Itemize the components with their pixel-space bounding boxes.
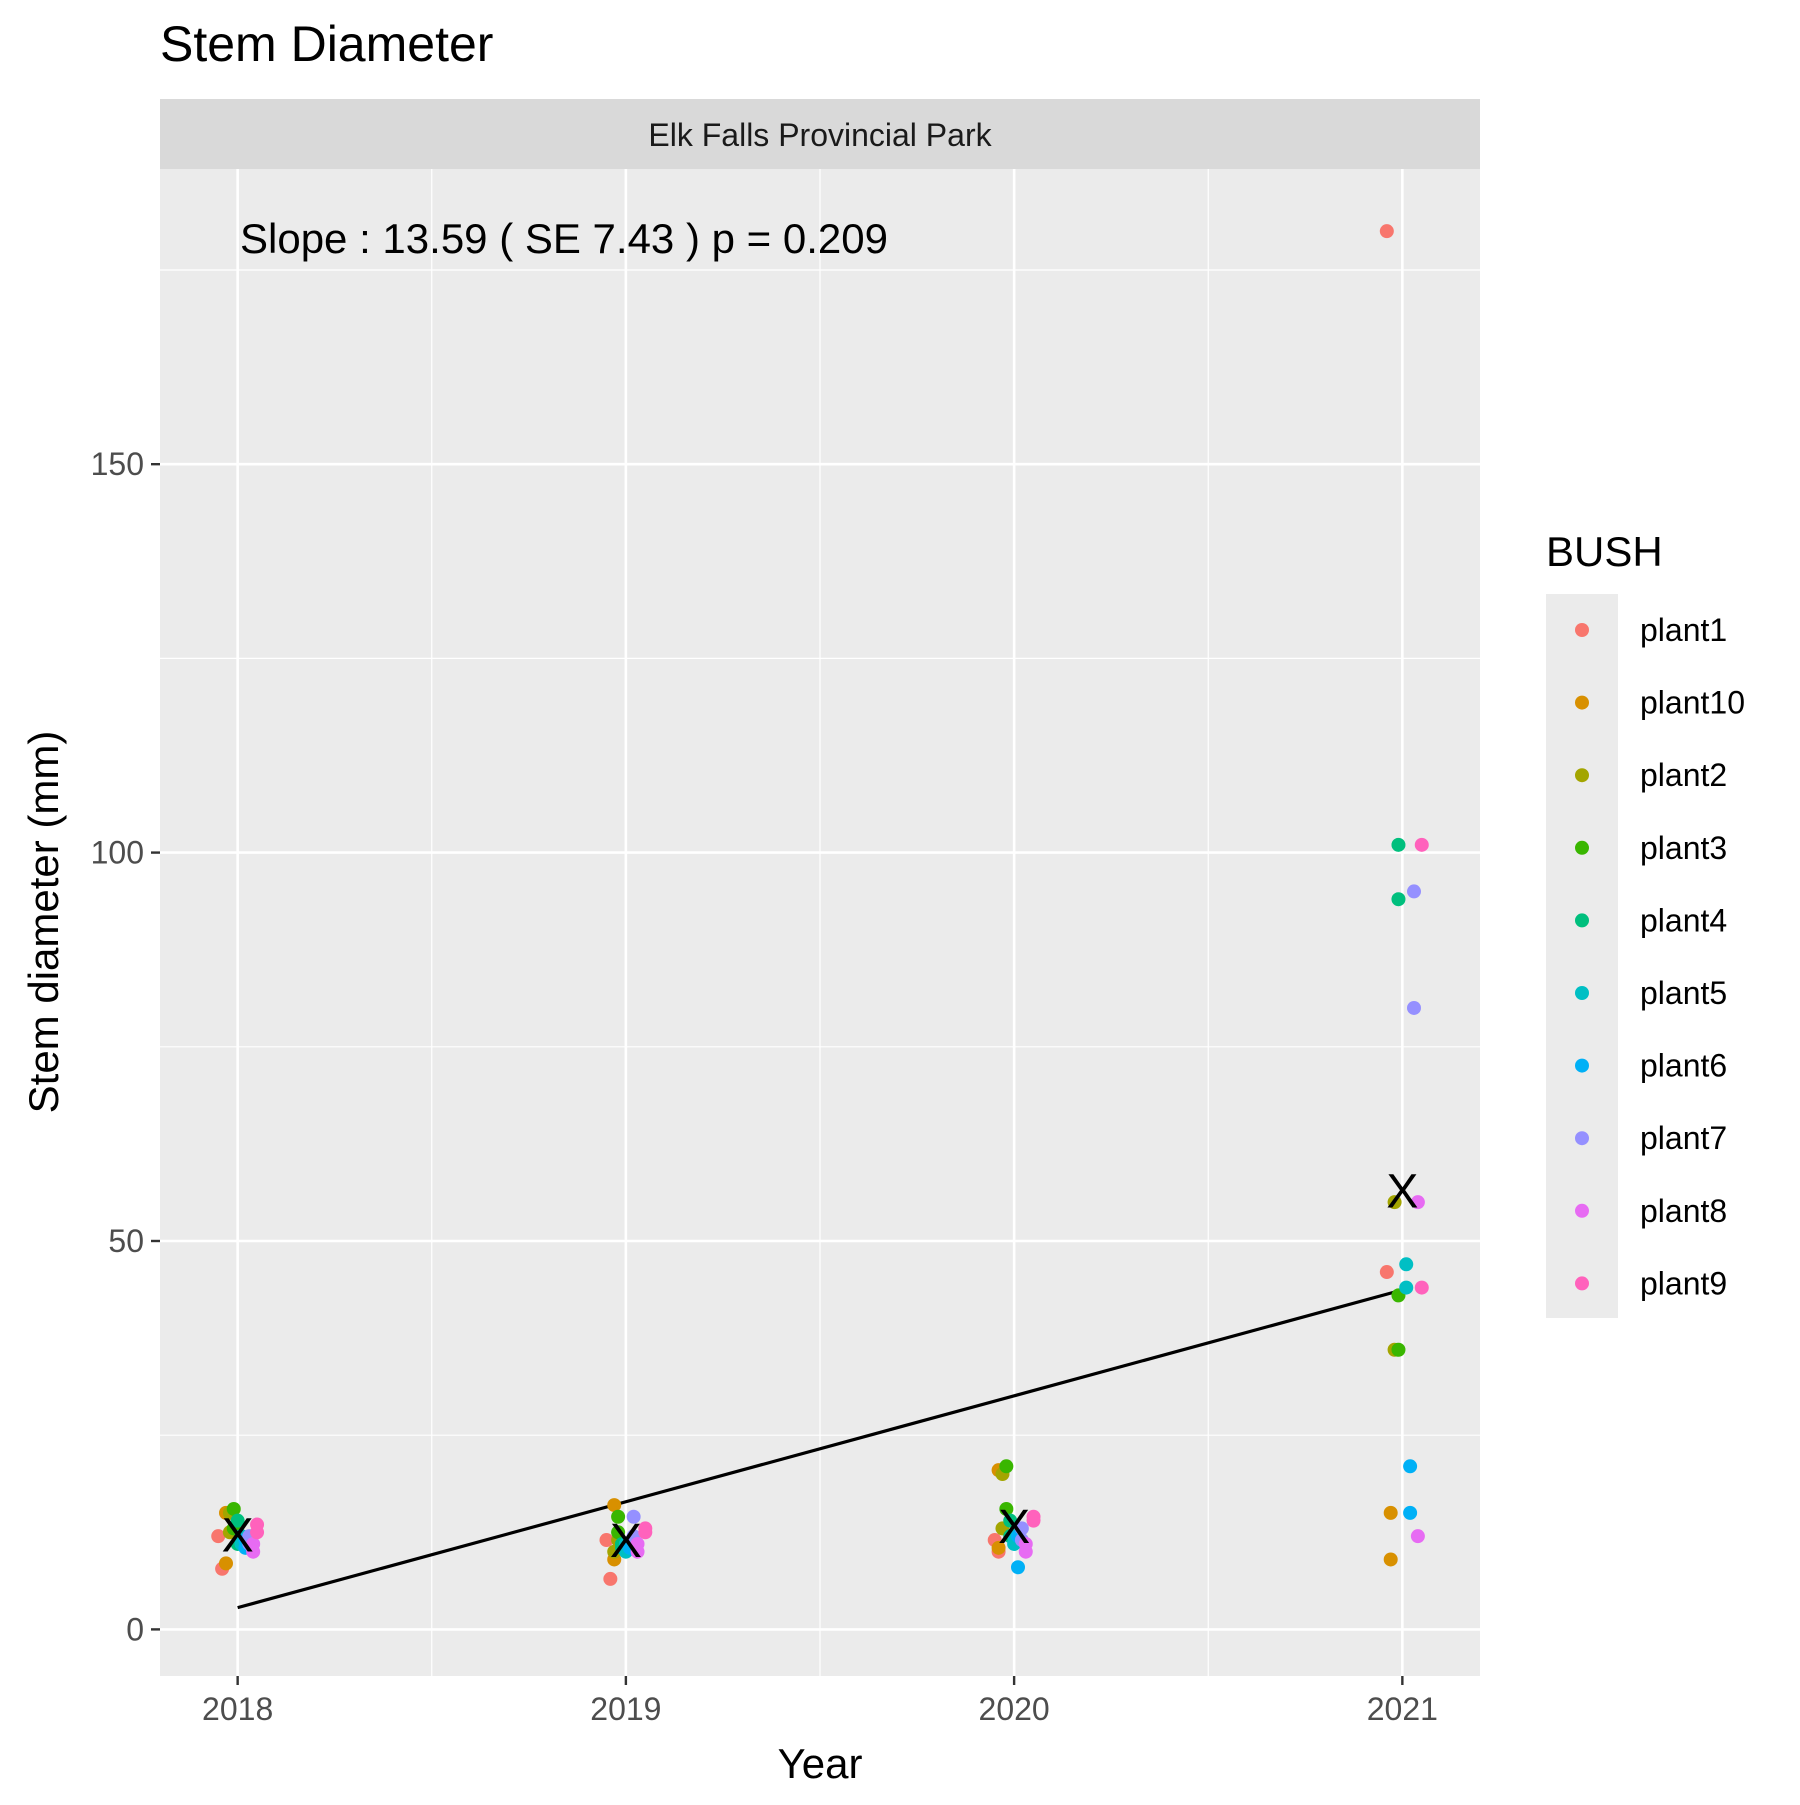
legend-key-plant4 <box>1575 913 1589 928</box>
data-point-plant1 <box>603 1571 618 1586</box>
data-point-plant4 <box>230 1513 245 1528</box>
trend-line-group <box>237 1288 1403 1610</box>
data-point-plant10 <box>219 1556 233 1571</box>
data-point-plant6 <box>1011 1560 1025 1575</box>
trend-line <box>237 1288 1403 1610</box>
legend-label-plant4: plant4 <box>1640 902 1727 938</box>
legend-key-plant7 <box>1575 1131 1589 1146</box>
data-point-plant8 <box>246 1544 261 1559</box>
data-point-plant1 <box>211 1529 226 1544</box>
data-point-plant1 <box>1379 224 1394 239</box>
data-point-plant3 <box>1391 1342 1406 1357</box>
legend-keys-background <box>1546 594 1618 1318</box>
x-tick-label: 2019 <box>590 1691 661 1727</box>
data-point-plant10 <box>991 1540 1006 1555</box>
data-point-plant8 <box>1410 1529 1425 1544</box>
mean-marker: X <box>998 1501 1030 1554</box>
facet-label: Elk Falls Provincial Park <box>648 117 992 153</box>
data-point-plant3 <box>611 1525 626 1540</box>
legend-key-plant6 <box>1575 1058 1589 1073</box>
data-point-plant8 <box>630 1544 645 1559</box>
mean-markers: X X X X <box>222 1165 1419 1568</box>
legend-key-plant8 <box>1575 1203 1589 1218</box>
data-point-plant5 <box>1399 1280 1414 1295</box>
data-point-plant6 <box>1403 1505 1418 1520</box>
data-point-plant8 <box>1018 1544 1033 1559</box>
legend-key-plant9 <box>1575 1276 1589 1291</box>
legend-label-plant5: plant5 <box>1640 975 1727 1011</box>
slope-annotation: Slope : 13.59 ( SE 7.43 ) p = 0.209 <box>240 215 888 262</box>
data-point-plant3 <box>999 1459 1014 1474</box>
legend-key-plant2 <box>1575 768 1589 783</box>
mean-marker: X <box>222 1510 254 1563</box>
data-point-plant8 <box>1410 1195 1425 1210</box>
data-point-plant1 <box>599 1533 614 1548</box>
mean-marker: X <box>1386 1165 1418 1218</box>
data-point-plant9 <box>1026 1513 1041 1528</box>
legend: plant1 plant10 plant2 plant3 plant4 plant5 pla… <box>1575 612 1745 1301</box>
data-point-plant7 <box>1407 1000 1421 1015</box>
facet-strip <box>160 99 1480 169</box>
y-tick-label: 50 <box>108 1223 144 1259</box>
legend-label-plant8: plant8 <box>1640 1193 1727 1229</box>
legend-key-plant1 <box>1575 623 1589 637</box>
data-point-plant3 <box>226 1501 241 1516</box>
data-point-plant1 <box>1379 1265 1394 1280</box>
data-point-plant5 <box>1399 1257 1414 1272</box>
x-axis: 2018 2019 2020 2021 <box>202 1676 1438 1727</box>
data-point-plant7 <box>626 1509 641 1524</box>
x-tick-label: 2020 <box>979 1691 1050 1727</box>
data-point-plant4 <box>1003 1513 1018 1528</box>
data-point-plant3 <box>999 1501 1014 1516</box>
legend-label-plant7: plant7 <box>1640 1120 1727 1156</box>
y-tick-label: 0 <box>126 1611 144 1647</box>
data-point-plant9 <box>1414 837 1429 852</box>
legend-label-plant2: plant2 <box>1640 757 1727 793</box>
data-point-plant7 <box>1407 884 1421 899</box>
x-tick-label: 2021 <box>1367 1691 1438 1727</box>
data-point-plant4 <box>1391 837 1406 852</box>
data-point-plant4 <box>1391 892 1406 907</box>
data-point-plant10 <box>607 1498 622 1513</box>
data-point-plant9 <box>1414 1280 1429 1295</box>
y-tick-label: 100 <box>91 835 144 871</box>
legend-key-plant5 <box>1575 986 1589 1000</box>
legend-key-plant3 <box>1575 840 1589 855</box>
data-point-plant9 <box>638 1525 653 1540</box>
data-points <box>211 224 1429 1586</box>
x-axis-label: Year <box>778 1740 863 1787</box>
legend-title: BUSH <box>1546 528 1663 575</box>
legend-key-plant10 <box>1575 695 1589 710</box>
x-tick-label: 2018 <box>202 1691 273 1727</box>
grid-minor <box>160 169 1480 1676</box>
data-point-plant2 <box>1387 1195 1402 1210</box>
legend-label-plant3: plant3 <box>1640 830 1727 866</box>
legend-label-plant10: plant10 <box>1640 685 1745 721</box>
chart-title: Stem Diameter <box>160 16 493 72</box>
legend-label-plant9: plant9 <box>1640 1265 1727 1301</box>
y-axis: 0 50 100 150 <box>91 446 160 1647</box>
data-point-plant9 <box>250 1525 265 1540</box>
data-point-plant10 <box>1383 1505 1398 1520</box>
grid-major <box>160 169 1480 1676</box>
mean-marker: X <box>610 1515 642 1568</box>
data-point-plant7 <box>1014 1521 1029 1536</box>
data-point-plant10 <box>1383 1552 1398 1567</box>
y-axis-label: Stem diameter (mm) <box>20 731 67 1114</box>
data-point-plant6 <box>1403 1459 1418 1474</box>
y-tick-label: 150 <box>91 446 144 482</box>
data-point-plant3 <box>611 1509 626 1524</box>
legend-label-plant6: plant6 <box>1640 1048 1727 1084</box>
legend-label-plant1: plant1 <box>1640 612 1727 648</box>
